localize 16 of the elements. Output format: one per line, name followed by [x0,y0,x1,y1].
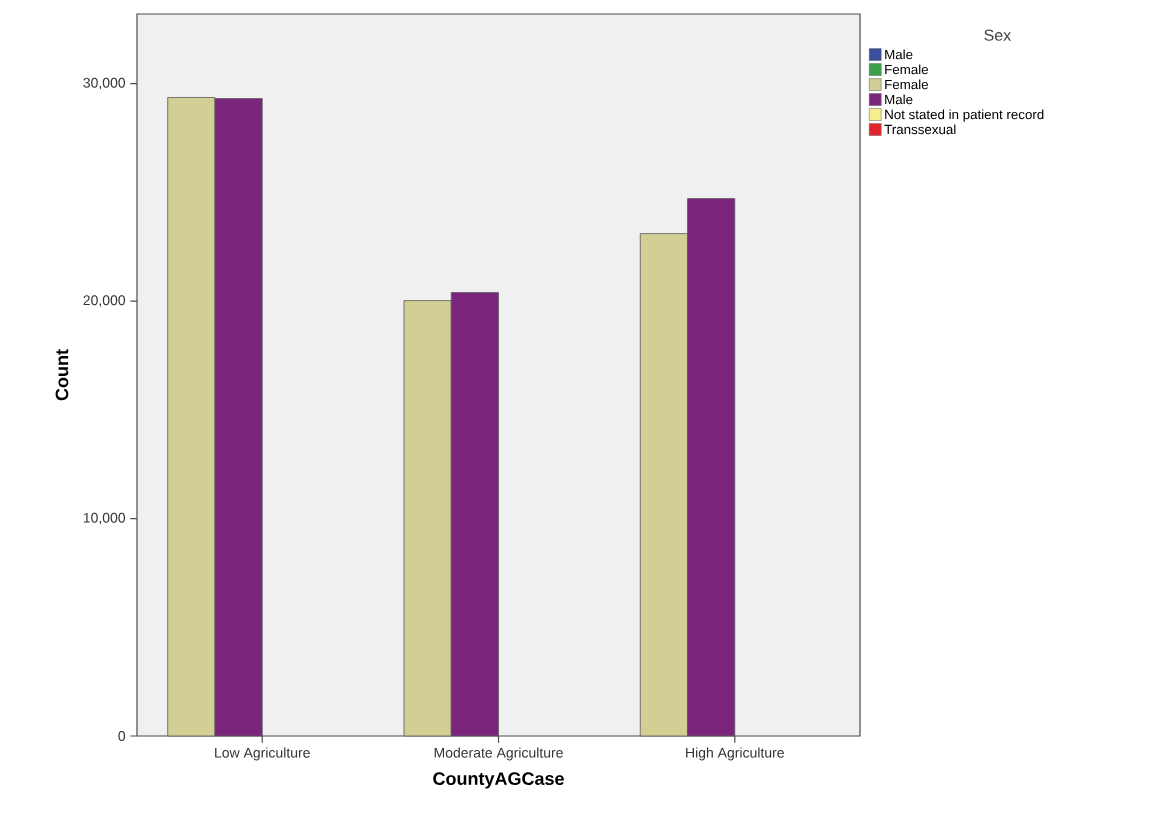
y-tick-label: 10,000 [83,512,126,525]
legend-label: Male [885,94,913,105]
legend-label: Not stated in patient record [885,109,1044,122]
y-tick-label: 30,000 [83,77,126,90]
legend-label: Transsexual [884,124,956,135]
y-tick-label: 20,000 [83,295,126,307]
legend-title: Sex [984,29,1011,41]
legend-label: Female [885,79,929,90]
x-tick-label: High Agriculture [686,747,784,761]
y-tick-label: 0 [118,731,126,741]
x-tick-label: Low Agriculture [215,747,310,761]
x-axis-title: CountyAGCase [433,772,564,789]
legend-label: Male [885,49,913,60]
x-tick-label: Moderate Agriculture [434,747,563,761]
y-axis-title: Count [55,349,69,401]
legend-label: Female [885,64,929,75]
